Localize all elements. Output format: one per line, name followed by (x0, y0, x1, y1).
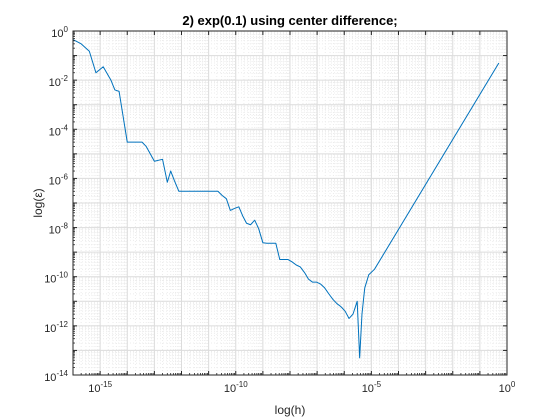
y-tick-label-exponent: -12 (56, 320, 68, 329)
y-tick-label-exponent: -10 (56, 271, 68, 280)
x-tick-label-base: 10 (362, 383, 374, 395)
y-tick-label: 10-4 (49, 123, 69, 138)
x-tick-label-exponent: -5 (374, 380, 382, 389)
y-tick-label: 10-14 (44, 369, 68, 384)
axis-ticks (72, 30, 508, 376)
y-tick-label-exponent: -6 (61, 172, 69, 181)
y-tick-label-base: 10 (49, 225, 61, 237)
x-tick-label-exponent: 0 (511, 380, 516, 389)
y-tick-label-exponent: -4 (61, 123, 69, 132)
y-tick-label-base: 10 (44, 274, 56, 286)
y-tick-label: 10-6 (49, 172, 69, 187)
x-tick-label: 100 (499, 380, 516, 395)
y-tick-label: 10-2 (49, 74, 69, 89)
y-tick-label-exponent: -2 (61, 74, 69, 83)
x-tick-labels: 10-15 10-10 10-5 100 (88, 380, 516, 395)
x-tick-label-exponent: -15 (100, 380, 112, 389)
y-tick-label: 10-10 (44, 271, 68, 286)
y-tick-label: 100 (51, 25, 68, 40)
y-tick-label-exponent: -14 (56, 369, 68, 378)
y-tick-label-base: 10 (51, 28, 63, 40)
error-series-line (72, 39, 500, 359)
series-line-layer (72, 39, 500, 359)
x-tick-label: 10-10 (224, 380, 248, 395)
x-axis-label: log(h) (275, 403, 306, 417)
x-tick-label-base: 10 (224, 383, 236, 395)
y-tick-label-exponent: -8 (61, 222, 69, 231)
y-tick-label-base: 10 (49, 77, 61, 89)
y-tick-label-exponent: 0 (64, 25, 69, 34)
chart-title: 2) exp(0.1) using center difference; (182, 13, 397, 28)
y-axis-label: log(ε) (31, 188, 45, 217)
x-tick-label: 10-5 (362, 380, 382, 395)
y-tick-label-base: 10 (49, 175, 61, 187)
y-tick-label-base: 10 (44, 323, 56, 335)
x-tick-label-base: 10 (88, 383, 100, 395)
y-tick-label-base: 10 (44, 372, 56, 384)
x-tick-label: 10-15 (88, 380, 112, 395)
y-tick-label: 10-12 (44, 320, 68, 335)
x-tick-label-exponent: -10 (236, 380, 248, 389)
y-tick-label: 10-8 (49, 222, 69, 237)
y-tick-label-base: 10 (49, 126, 61, 138)
x-tick-label-base: 10 (499, 383, 511, 395)
